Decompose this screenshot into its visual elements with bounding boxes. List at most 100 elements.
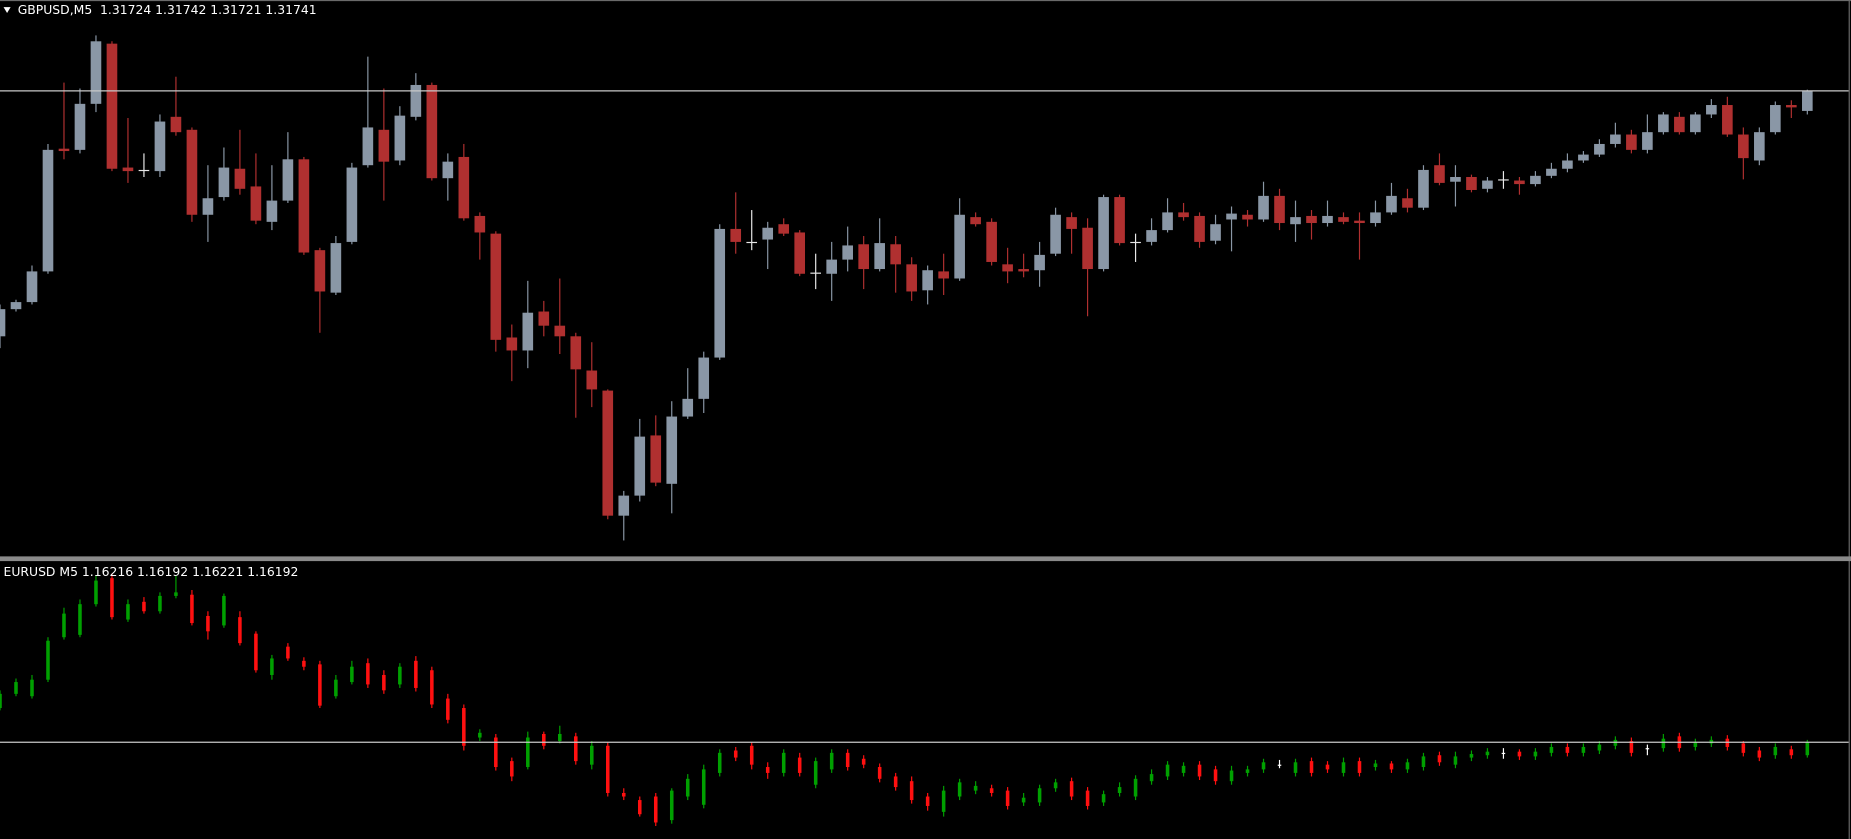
- candle-body: [1373, 763, 1378, 768]
- candle-body: [398, 666, 402, 685]
- candle-body: [1370, 212, 1381, 224]
- candle-body: [922, 270, 933, 291]
- candle-body: [1053, 782, 1058, 789]
- candle-body: [1034, 254, 1045, 271]
- candle-body: [797, 757, 802, 773]
- candle-body: [1325, 764, 1330, 770]
- candles: [0, 35, 1813, 541]
- candle-body: [1261, 762, 1266, 770]
- candle-body: [1114, 197, 1125, 244]
- candle-body: [1002, 264, 1013, 272]
- candle-body: [1037, 788, 1042, 803]
- candle-body: [554, 325, 566, 337]
- candle-body: [957, 782, 962, 797]
- candle-body: [1133, 778, 1138, 797]
- candle-body: [142, 601, 146, 612]
- candle-body: [1450, 177, 1461, 182]
- candle-body: [442, 161, 454, 179]
- candle-body: [0, 309, 6, 337]
- candle-body: [1690, 114, 1701, 133]
- candle-body: [414, 660, 418, 688]
- candle-body: [1066, 217, 1077, 229]
- candle-body: [1549, 746, 1554, 753]
- candle-body: [606, 745, 610, 793]
- candle-body: [1082, 227, 1093, 270]
- candles: [0, 573, 1810, 827]
- candle-body: [478, 732, 482, 738]
- candle-body: [749, 745, 754, 765]
- candle-body: [1341, 762, 1346, 773]
- candle-body: [522, 312, 534, 351]
- candle-body: [637, 800, 642, 815]
- candle-body: [206, 615, 210, 632]
- candle-body: [282, 159, 294, 201]
- candle-body: [669, 790, 674, 821]
- candle-body: [973, 785, 978, 791]
- candle-body: [122, 167, 134, 172]
- candle-body: [270, 658, 274, 675]
- candle-body: [1162, 212, 1173, 231]
- candle-body: [1165, 764, 1170, 777]
- candle-body: [330, 243, 342, 293]
- candle-body: [1050, 214, 1061, 254]
- candle-body: [730, 228, 742, 242]
- candle-body: [717, 752, 722, 773]
- candle-body: [877, 767, 882, 779]
- candle-body: [1389, 763, 1394, 770]
- candle-body: [1338, 217, 1349, 222]
- candle-body: [1277, 764, 1282, 766]
- candle-body: [538, 311, 550, 326]
- sub-pane: [0, 573, 1849, 827]
- candle-body: [621, 792, 626, 797]
- candle-body: [158, 595, 162, 612]
- candle-body: [106, 43, 118, 169]
- candle-body: [1786, 105, 1797, 108]
- candle-body: [1597, 744, 1602, 751]
- candle-body: [366, 663, 370, 685]
- candle-body: [1210, 224, 1221, 241]
- candle-body: [813, 761, 818, 785]
- candle-body: [765, 767, 770, 773]
- candle-body: [1290, 217, 1301, 225]
- candle-body: [1645, 748, 1650, 750]
- candle-body: [1485, 751, 1490, 756]
- candle-body: [1706, 105, 1717, 115]
- candle-body: [1453, 756, 1458, 765]
- candle-body: [138, 169, 150, 172]
- candle-body: [14, 682, 18, 694]
- candle-body: [350, 666, 354, 683]
- candle-body: [1738, 134, 1749, 159]
- candle-body: [1658, 114, 1669, 133]
- candle-body: [1069, 781, 1074, 797]
- menu-arrow[interactable]: [3, 7, 11, 13]
- candle-body: [970, 217, 981, 225]
- candle-body: [238, 617, 242, 644]
- candle-body: [510, 761, 514, 777]
- candle-body: [1181, 765, 1186, 773]
- candle-body: [378, 129, 390, 162]
- candle-body: [590, 745, 594, 765]
- candle-body: [382, 674, 386, 691]
- candle-body: [794, 232, 806, 274]
- candle-body: [318, 664, 322, 706]
- candle-body: [574, 736, 578, 762]
- candle-body: [842, 245, 853, 260]
- candle-body: [1594, 143, 1605, 155]
- candle-body: [314, 250, 326, 292]
- candle-body: [1610, 134, 1621, 144]
- candle-body: [1773, 746, 1778, 756]
- candle-body: [174, 592, 178, 596]
- candle-body: [126, 604, 130, 620]
- candle-body: [861, 758, 866, 765]
- candle-body: [1626, 134, 1637, 150]
- candle-body: [874, 243, 885, 270]
- candle-body: [110, 578, 114, 618]
- candle-body: [762, 227, 774, 240]
- candle-body: [302, 660, 306, 667]
- candle-body: [410, 84, 422, 117]
- candle-body: [1117, 787, 1122, 793]
- candle-body: [602, 390, 614, 516]
- candle-body: [1533, 751, 1538, 757]
